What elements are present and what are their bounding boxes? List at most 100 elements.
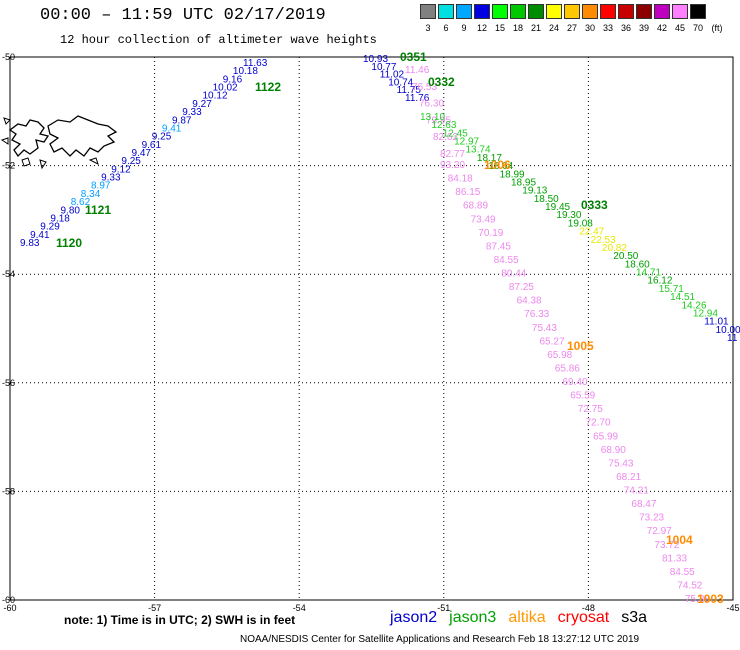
wave-height-value: 14.26	[682, 300, 707, 311]
legend-swatch-70	[690, 4, 706, 19]
pass-number-label: 1120	[56, 236, 82, 250]
wave-height-value: 8.97	[91, 181, 111, 192]
wave-height-value: 11.76	[405, 93, 430, 104]
wave-height-value: 19.45	[545, 202, 570, 213]
wave-height-value: 10.12	[203, 91, 228, 102]
wave-height-value: 18.64	[488, 161, 513, 172]
pass-number-label: 0351	[400, 50, 427, 64]
wave-height-value: 13.10	[420, 112, 445, 123]
wave-height-value: 19.08	[568, 218, 593, 229]
wave-height-value: 68.47	[631, 499, 656, 510]
wave-height-value: 12.63	[431, 120, 456, 131]
legend-label-27: 27	[566, 23, 577, 33]
wave-height-value: 73.23	[639, 513, 664, 524]
wave-height-value: 74.52	[677, 580, 702, 591]
legend-label-12: 12	[476, 23, 487, 33]
satellite-legend: jason2 jason3 altika cryosat s3a	[390, 609, 659, 627]
satellite-jason3: jason3	[449, 609, 497, 626]
legend-label-3: 3	[425, 23, 431, 33]
lat-tick-label: -56	[2, 378, 15, 388]
lat-tick-label: -60	[2, 595, 15, 605]
wave-height-value: 69.40	[563, 377, 588, 388]
wave-height-value: 75.43	[532, 323, 557, 334]
legend-label-45: 45	[674, 23, 685, 33]
wave-height-value: 65.98	[547, 350, 572, 361]
wave-height-value: 64.38	[517, 296, 542, 307]
legend-label-15: 15	[494, 23, 505, 33]
map-frame	[9, 56, 734, 601]
legend-label-39: 39	[638, 23, 649, 33]
wave-height-value: 18.60	[625, 259, 650, 270]
wave-height-value: 9.87	[172, 115, 192, 126]
satellite-cryosat: cryosat	[557, 609, 610, 626]
legend-label-42: 42	[656, 23, 667, 33]
lon-tick-label: -54	[293, 603, 306, 613]
wave-height-value: 93.20	[440, 160, 465, 171]
satellite-s3a: s3a	[621, 609, 648, 626]
satellite-altika: altika	[508, 609, 546, 626]
wave-height-value: 76.30	[419, 99, 444, 110]
wave-height-value: 9.16	[223, 74, 243, 85]
legend-swatch-45	[672, 4, 688, 19]
wave-height-value: 18.95	[511, 178, 536, 189]
page-title: 00:00 – 11:59 UTC 02/17/2019	[40, 6, 326, 25]
wave-height-value: 16.12	[647, 276, 672, 287]
legend-swatch-15	[492, 4, 508, 19]
legend-swatch-39	[636, 4, 652, 19]
lat-tick-label: -50	[2, 52, 15, 62]
wave-height-value: 9.12	[111, 164, 131, 175]
wave-height-value: 10.74	[388, 77, 413, 88]
wave-height-value: 10.93	[363, 54, 388, 65]
falkland-west-island	[8, 119, 50, 158]
wave-height-value: 72.70	[586, 418, 611, 429]
legend-swatch-27	[564, 4, 580, 19]
wave-height-value: 84.55	[670, 567, 695, 578]
wave-height-value: 81.33	[662, 553, 687, 564]
lat-tick-label: -54	[2, 269, 15, 279]
wave-height-value: 10.77	[371, 62, 396, 73]
page-subtitle: 12 hour collection of altimeter wave hei…	[60, 33, 377, 47]
wave-height-value: 68.21	[616, 472, 641, 483]
wave-height-value: 11.46	[405, 65, 430, 76]
wave-height-value: 9.41	[30, 230, 50, 241]
wave-height-value: 12.94	[693, 308, 718, 319]
lat-tick-label: -58	[2, 486, 15, 496]
credit-line: NOAA/NESDIS Center for Satellite Applica…	[240, 634, 640, 645]
wave-height-value: 9.33	[101, 173, 121, 184]
wave-height-value: 19.13	[522, 186, 547, 197]
lon-tick-label: -45	[726, 603, 739, 613]
wave-height-value: 18.17	[477, 153, 502, 164]
wave-height-value: 13.74	[466, 145, 491, 156]
wave-height-value: 72.75	[578, 404, 603, 415]
pass-number-label: 0332	[428, 75, 455, 89]
legend-label-18: 18	[512, 23, 523, 33]
wave-height-value: 8.62	[71, 197, 91, 208]
wave-height-value: 86.15	[455, 187, 480, 198]
wave-height-value: 65.59	[570, 391, 595, 402]
wave-height-value: 14.71	[636, 268, 661, 279]
wave-height-value: 18.50	[534, 194, 559, 205]
wave-height-value: 79.95	[426, 115, 451, 126]
lon-tick-label: -60	[3, 603, 16, 613]
wave-height-value: 11.63	[243, 58, 268, 69]
wave-height-value: 15.71	[659, 284, 684, 295]
wave-height-value: 75.43	[608, 458, 633, 469]
pass-number-label: 1122	[255, 80, 281, 94]
wave-height-value: 9.33	[182, 107, 202, 118]
legend-swatch-9	[456, 4, 472, 19]
wave-height-value: 75.38	[685, 594, 710, 605]
legend-swatch-21	[528, 4, 544, 19]
wave-height-value: 9.47	[132, 148, 152, 159]
satellite-jason2: jason2	[390, 609, 438, 626]
wave-height-value: 84.18	[448, 174, 473, 185]
wave-height-value: 84.55	[494, 255, 519, 266]
wave-height-value: 82.62	[433, 132, 458, 143]
wave-height-value: 10.18	[233, 66, 258, 77]
wave-height-value: 80.44	[501, 269, 526, 280]
wave-height-value: 11.01	[704, 317, 729, 328]
wave-height-value: 10.00	[716, 325, 740, 336]
wave-height-value: 9.29	[40, 222, 60, 233]
wave-height-value: 9.27	[192, 99, 212, 110]
legend-swatch-30	[582, 4, 598, 19]
lat-tick-label: -52	[2, 161, 15, 171]
